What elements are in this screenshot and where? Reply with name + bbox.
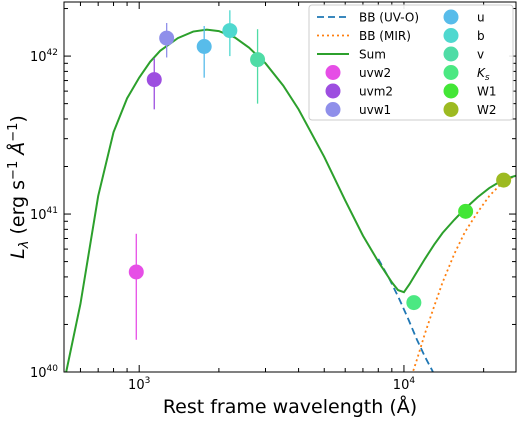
legend-label-2: Sum (359, 48, 386, 62)
y-tick-label-0: 1040 (30, 364, 58, 381)
legend-label-9: Ks (477, 66, 490, 83)
data-point-7 (458, 203, 474, 219)
y-axis-label: Lλ (erg s−1 Å−1) (6, 115, 32, 259)
y-axis-label-sub: λ (17, 241, 32, 250)
legend-marker-10 (443, 83, 459, 99)
x-axis-label: Rest frame wavelength (Å) (163, 395, 417, 418)
legend: BB (UV-O) BB (MIR) Sum uvw2 uvm2 uvw1 ubv Ks W1 W… (308, 4, 514, 121)
legend-marker-5 (325, 102, 341, 117)
series-line-0 (377, 258, 434, 372)
legend-label-3: uvw2 (359, 66, 391, 80)
data-point-6 (406, 295, 422, 311)
legend-marker-7 (443, 28, 459, 43)
axes-layer: 103 104 1040 1041 1042 (30, 2, 516, 393)
legend-label-7: b (477, 29, 485, 43)
x-tick-label-1: 104 (393, 376, 416, 393)
legend-label-10: W1 (477, 85, 497, 99)
y-axis-label-exp2: −1 (6, 123, 21, 142)
data-point-3 (196, 39, 212, 55)
x-tick-label-0: 103 (128, 376, 150, 393)
series-layer (65, 28, 516, 372)
plot-frame (63, 1, 517, 373)
series-line-1 (411, 175, 516, 372)
y-tick-label-1: 1041 (30, 206, 58, 223)
legend-label-8: v (477, 48, 484, 62)
legend-label-5: uvw1 (359, 103, 391, 117)
points-layer (128, 10, 512, 340)
data-point-1 (146, 72, 162, 88)
data-point-2 (159, 30, 175, 46)
legend-marker-8 (443, 46, 459, 62)
data-point-5 (250, 52, 266, 68)
legend-marker-4 (325, 83, 341, 99)
legend-marker-6 (443, 9, 459, 25)
data-point-0 (128, 264, 144, 280)
y-tick-label-2: 1042 (30, 48, 58, 65)
y-axis-label-units-close: ) (7, 115, 29, 122)
legend-marker-9 (443, 65, 459, 80)
legend-marker-11 (443, 102, 459, 117)
legend-label-11: W2 (477, 103, 497, 117)
y-axis-label-main: L (7, 248, 29, 259)
legend-label-1: BB (MIR) (359, 29, 411, 43)
data-point-8 (496, 172, 512, 188)
legend-label-0: BB (UV-O) (359, 11, 419, 25)
legend-label-4: uvm2 (359, 85, 393, 99)
y-axis-label-units-mid: Å (6, 142, 29, 161)
y-axis-label-units-open: (erg s (7, 180, 29, 241)
y-axis-label-exp1: −1 (6, 161, 21, 180)
series-line-2 (65, 28, 516, 372)
legend-label-6: u (477, 11, 485, 25)
legend-marker-3 (325, 65, 341, 80)
legend-box (308, 4, 514, 121)
data-point-4 (222, 23, 238, 39)
